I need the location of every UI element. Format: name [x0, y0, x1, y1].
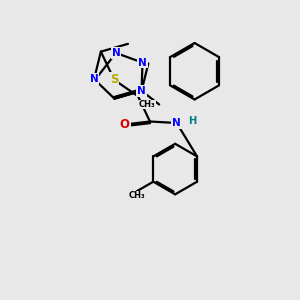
Text: CH₃: CH₃: [128, 191, 145, 200]
Text: N: N: [137, 86, 146, 96]
Text: S: S: [110, 74, 118, 86]
Text: O: O: [120, 118, 130, 131]
Text: N: N: [172, 118, 181, 128]
Text: H: H: [188, 116, 196, 126]
Text: N: N: [112, 48, 120, 58]
Text: CH₃: CH₃: [139, 100, 156, 109]
Text: N: N: [138, 58, 147, 68]
Text: N: N: [90, 74, 98, 84]
